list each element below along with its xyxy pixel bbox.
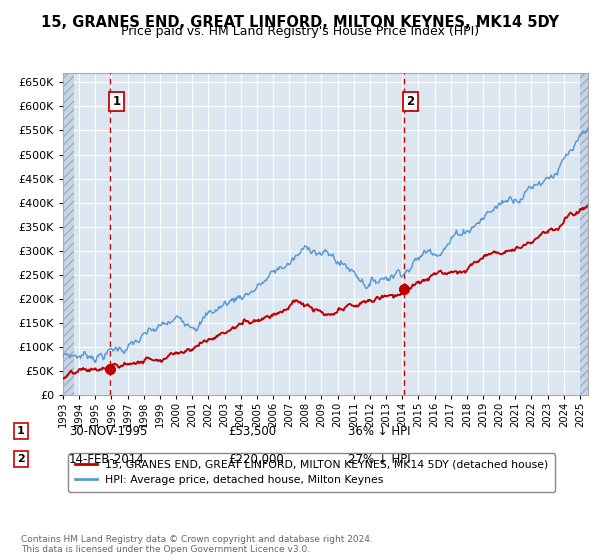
Text: 14-FEB-2014: 14-FEB-2014: [69, 452, 145, 466]
Text: 2: 2: [17, 454, 25, 464]
Text: £53,500: £53,500: [228, 424, 276, 438]
Text: Price paid vs. HM Land Registry's House Price Index (HPI): Price paid vs. HM Land Registry's House …: [121, 25, 479, 38]
Text: 30-NOV-1995: 30-NOV-1995: [69, 424, 148, 438]
Text: 27% ↓ HPI: 27% ↓ HPI: [348, 452, 410, 466]
Bar: [63, 73, 74, 395]
Text: Contains HM Land Registry data © Crown copyright and database right 2024.
This d: Contains HM Land Registry data © Crown c…: [21, 535, 373, 554]
Text: £220,000: £220,000: [228, 452, 284, 466]
Text: 1: 1: [17, 426, 25, 436]
Text: 1: 1: [113, 95, 121, 108]
Text: 2: 2: [407, 95, 415, 108]
Bar: [580, 73, 588, 395]
Legend: 15, GRANES END, GREAT LINFORD, MILTON KEYNES, MK14 5DY (detached house), HPI: Av: 15, GRANES END, GREAT LINFORD, MILTON KE…: [68, 454, 555, 492]
Text: 15, GRANES END, GREAT LINFORD, MILTON KEYNES, MK14 5DY: 15, GRANES END, GREAT LINFORD, MILTON KE…: [41, 15, 559, 30]
Text: 36% ↓ HPI: 36% ↓ HPI: [348, 424, 410, 438]
